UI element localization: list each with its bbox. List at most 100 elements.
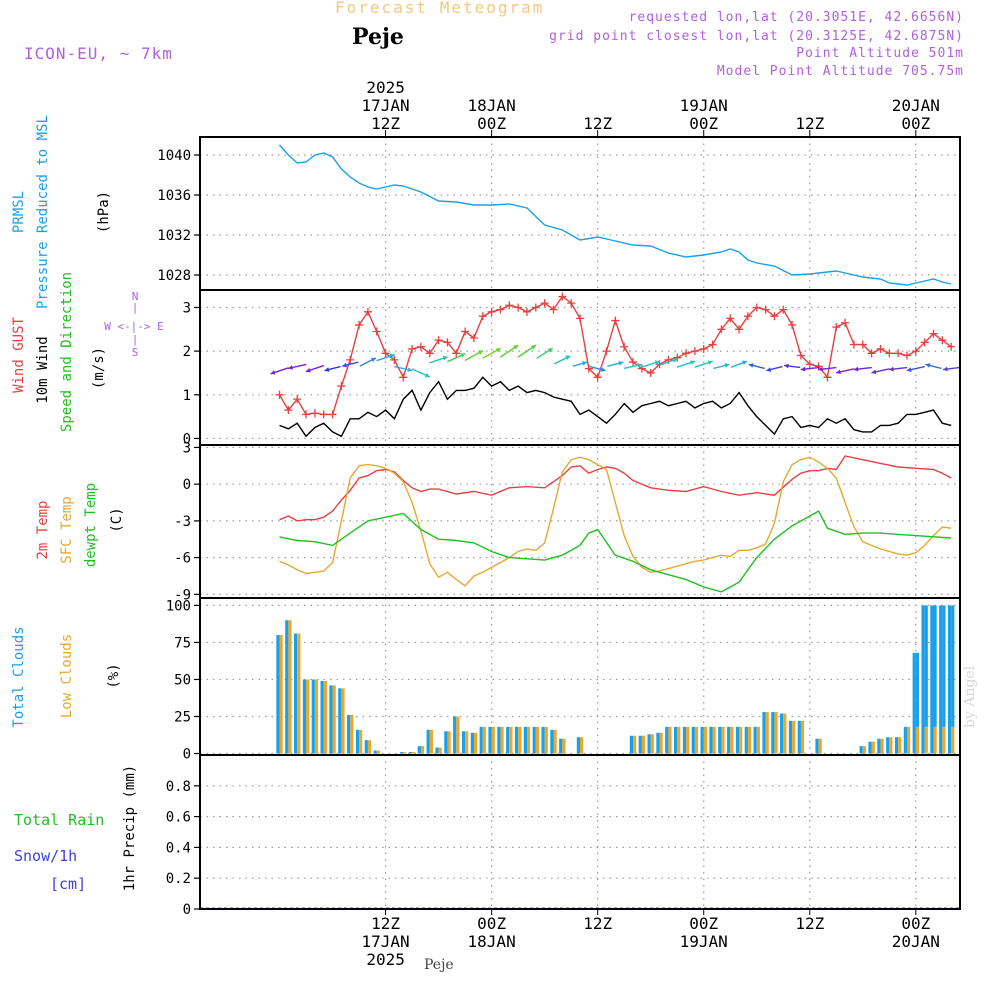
low-clouds-bar <box>668 726 672 754</box>
low-clouds-bar <box>544 726 548 754</box>
low-clouds-bar <box>712 726 716 754</box>
dewpt-temp-line <box>279 510 952 593</box>
gust-marker <box>478 312 487 321</box>
y-tick-label: 0 <box>183 477 191 493</box>
low-clouds-bar <box>403 752 407 754</box>
gust-marker <box>540 299 549 308</box>
gust-marker <box>646 368 655 377</box>
total-clouds-bar <box>400 752 404 754</box>
wind-direction-arrowhead <box>766 367 772 372</box>
low-clouds-bar <box>376 750 380 754</box>
wind-direction-arrowhead <box>513 345 519 350</box>
low-clouds-bar <box>765 712 769 754</box>
wind-direction-arrowhead <box>270 370 276 375</box>
total-clouds-bar <box>700 726 704 754</box>
y-tick-label: 1 <box>183 388 191 404</box>
gust-marker <box>310 409 319 418</box>
gust-marker <box>461 327 470 336</box>
total-clouds-bar <box>523 726 527 754</box>
bottom-time-label: 12Z <box>795 914 824 933</box>
bottom-time-label: 19JAN <box>680 932 728 951</box>
low-clouds-label: Low Clouds <box>59 634 75 718</box>
wind-label: 10m Wind <box>35 336 51 403</box>
y-tick-label: 1040 <box>157 148 191 164</box>
low-clouds-bar <box>314 679 319 754</box>
total-clouds-bar <box>479 726 483 754</box>
total-clouds-bar <box>559 738 563 754</box>
low-clouds-bar <box>871 741 875 754</box>
wind-direction-arrowhead <box>342 362 348 368</box>
low-clouds-bar <box>518 726 522 754</box>
gust-label: Wind GUST <box>11 317 27 393</box>
low-clouds-bar <box>332 685 336 754</box>
gust-marker <box>549 305 558 314</box>
station-name: Peje <box>352 24 404 50</box>
wind-direction-arrowhead <box>600 367 606 372</box>
wind-direction-arrowhead <box>618 360 624 366</box>
total-clouds-bar <box>302 679 307 754</box>
low-clouds-bar <box>862 746 866 754</box>
total-clouds-bar <box>753 726 757 754</box>
total-clouds-bar <box>718 726 722 754</box>
gust-marker <box>531 303 540 312</box>
wind-direction-arrowhead <box>305 367 311 373</box>
sfc-temp-line <box>279 456 952 587</box>
total-clouds-bar <box>435 747 439 754</box>
gust-marker <box>611 316 620 325</box>
wind-gust-line <box>278 295 952 416</box>
gust-marker <box>355 320 364 329</box>
total-clouds-bar <box>942 605 946 727</box>
y-tick-label: -3 <box>174 514 191 530</box>
low-clouds-bar <box>350 715 354 754</box>
wind-direction-arrowhead <box>424 372 430 378</box>
low-clouds-bar <box>482 726 486 754</box>
total-clouds-bar <box>320 680 324 754</box>
low-clouds-bar <box>288 620 292 754</box>
total-clouds-bar <box>470 732 474 754</box>
gust-marker <box>514 303 523 312</box>
low-clouds-bar <box>633 735 637 754</box>
grid-point-coordinates: grid point closest lon,lat (20.3125E, 42… <box>549 29 964 44</box>
gust-marker <box>372 327 381 336</box>
total-clouds-bar <box>691 726 695 754</box>
low-clouds-bar <box>473 732 478 754</box>
precip-label: 1hr Precip (mm) <box>122 765 138 891</box>
wind-direction-arrowhead <box>853 366 859 372</box>
low-clouds-bar <box>739 726 743 754</box>
gust-marker <box>337 382 346 391</box>
wind-direction-arrowhead <box>389 353 395 359</box>
gust-marker <box>469 334 478 343</box>
gust-marker <box>885 349 894 358</box>
y-tick-label: 3 <box>183 300 191 316</box>
low-clouds-bar <box>553 729 557 754</box>
gust-marker <box>593 373 602 382</box>
temp2m-label: 2m Temp <box>35 500 51 559</box>
total-clouds-bar <box>576 737 580 754</box>
gust-marker <box>673 353 682 362</box>
gust-marker <box>602 347 611 356</box>
wind-direction-arrowhead <box>582 361 587 366</box>
wind-direction-arrowhead <box>800 366 806 372</box>
gust-marker <box>390 355 399 364</box>
low-clouds-bar <box>756 726 760 754</box>
compass-west-east: W <-|-> E <box>104 320 164 333</box>
total-clouds-bar <box>947 605 952 754</box>
low-clouds-bar <box>641 735 646 754</box>
top-time-label: 12Z <box>795 114 824 133</box>
wind-direction-arrowhead <box>724 363 730 368</box>
low-clouds-bar <box>306 679 310 754</box>
total-clouds-bar <box>859 746 863 754</box>
wind-direction-arrowhead <box>818 366 824 372</box>
gust-marker <box>558 292 567 301</box>
low-clouds-bar <box>279 635 283 754</box>
low-clouds-bar <box>889 737 893 754</box>
compass-south: S <box>132 346 139 359</box>
gust-marker <box>522 307 531 316</box>
gust-marker <box>434 336 443 345</box>
wind-direction-arrowhead <box>547 348 553 353</box>
low-clouds-bar <box>730 726 734 754</box>
pressure-label: PRMSL <box>11 191 27 233</box>
low-clouds-bar <box>526 726 531 754</box>
sfc-temp-label: SFC Temp <box>59 496 75 563</box>
